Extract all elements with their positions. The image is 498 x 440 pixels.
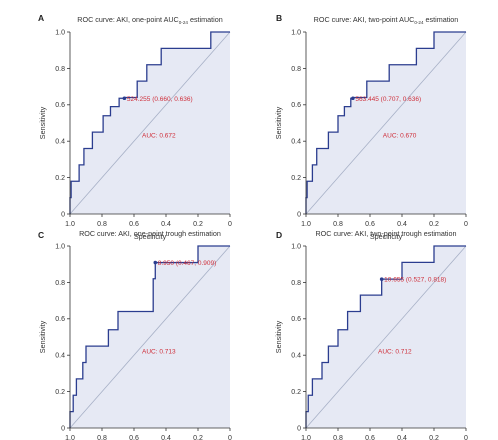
- auc-label: AUC: 0.712: [378, 348, 412, 355]
- y-tick-label: 0.8: [291, 280, 301, 287]
- cutoff-label: 524.255 (0.660, 0.636): [127, 96, 193, 103]
- cutoff-label: 8.950 (0.467, 0.909): [158, 260, 217, 267]
- reference-diagonal: [69, 31, 231, 215]
- x-tick-label: 0.2: [193, 435, 203, 440]
- y-tick-label: 0: [61, 425, 65, 432]
- x-tick-label: 0.6: [129, 435, 139, 440]
- y-tick-label: 0.8: [55, 280, 65, 287]
- x-tick-label: 1.0: [65, 221, 75, 228]
- x-tick-label: 0.2: [193, 221, 203, 228]
- chart-title-main: ROC curve: AKI, two-point AUC: [314, 15, 415, 24]
- y-tick-label: 0: [297, 211, 301, 218]
- y-tick-label: 1.0: [291, 29, 301, 36]
- x-tick-label: 0.4: [397, 221, 407, 228]
- x-axis-label: Specificity: [370, 232, 403, 241]
- y-tick-label: 0.2: [55, 389, 65, 396]
- x-axis-label: Specificity: [134, 232, 167, 241]
- y-tick-label: 0.4: [291, 353, 301, 360]
- y-tick-label: 0.4: [55, 353, 65, 360]
- y-axis-label: Sensitivity: [38, 320, 47, 353]
- cutoff-point: [153, 260, 158, 265]
- x-tick-label: 0: [464, 221, 468, 228]
- y-tick-label: 1.0: [291, 243, 301, 250]
- roc-panel-d: D ROC curve: AKI, two-point trough estima…: [274, 229, 468, 440]
- y-tick-label: 0.4: [55, 139, 65, 146]
- roc-curve: [69, 31, 230, 214]
- panel-letter: D: [276, 230, 282, 240]
- y-tick-label: 0.6: [55, 102, 65, 109]
- chart-title-subscript: 0-24: [414, 20, 424, 25]
- y-tick-label: 0.4: [291, 139, 301, 146]
- y-tick-label: 0: [297, 425, 301, 432]
- x-tick-label: 0: [464, 435, 468, 440]
- y-tick-label: 0.2: [55, 175, 65, 182]
- chart-title-main: ROC curve: AKI, two-point trough estimat…: [315, 229, 456, 238]
- x-tick-label: 0: [228, 221, 232, 228]
- y-axis-label: Sensitivity: [274, 106, 283, 139]
- auc-label: AUC: 0.672: [142, 133, 176, 140]
- reference-diagonal: [69, 245, 231, 429]
- chart-title-main: ROC curve: AKI, one-point trough estimat…: [79, 229, 221, 238]
- y-tick-label: 1.0: [55, 29, 65, 36]
- x-tick-label: 0.6: [129, 221, 139, 228]
- y-tick-label: 0.2: [291, 389, 301, 396]
- auc-label: AUC: 0.713: [142, 348, 176, 355]
- panel-letter: A: [38, 13, 44, 23]
- y-tick-label: 0: [61, 211, 65, 218]
- roc-curve: [305, 245, 466, 428]
- y-axis-label: Sensitivity: [38, 106, 47, 139]
- chart-title-suffix: estimation: [424, 15, 459, 24]
- roc-panel-b: B ROC curve: AKI, two-point AUC0-24 estim…: [274, 13, 468, 241]
- roc-panel-a: A ROC curve: AKI, one-point AUC0-24 estim…: [38, 13, 232, 241]
- roc-curve: [305, 31, 466, 214]
- x-tick-label: 0.2: [429, 435, 439, 440]
- x-tick-label: 0.6: [365, 435, 375, 440]
- roc-curve: [69, 245, 230, 428]
- cutoff-point: [379, 277, 384, 281]
- cutoff-point: [122, 96, 127, 101]
- panel-letter: C: [38, 230, 44, 240]
- x-tick-label: 0.6: [365, 221, 375, 228]
- chart-title: ROC curve: AKI, one-point trough estimat…: [79, 229, 221, 238]
- y-tick-label: 0.2: [291, 175, 301, 182]
- x-tick-label: 1.0: [301, 435, 311, 440]
- y-tick-label: 0.6: [291, 102, 301, 109]
- x-tick-label: 0: [228, 435, 232, 440]
- x-tick-label: 0.4: [161, 221, 171, 228]
- panel-letter: B: [276, 13, 282, 23]
- x-tick-label: 0.8: [97, 435, 107, 440]
- auc-label: AUC: 0.670: [383, 133, 417, 140]
- chart-title-subscript: 0-24: [179, 20, 189, 25]
- chart-title: ROC curve: AKI, two-point AUC0-24 estima…: [314, 15, 459, 25]
- chart-title-main: ROC curve: AKI, one-point AUC: [77, 15, 178, 24]
- y-tick-label: 0.6: [291, 316, 301, 323]
- x-tick-label: 0.4: [161, 435, 171, 440]
- cutoff-label: 563.445 (0.707, 0.636): [355, 96, 421, 103]
- x-tick-label: 0.8: [97, 221, 107, 228]
- x-tick-label: 0.8: [333, 221, 343, 228]
- y-tick-label: 1.0: [55, 243, 65, 250]
- chart-title: ROC curve: AKI, one-point AUC0-24 estima…: [77, 15, 222, 25]
- x-tick-label: 1.0: [301, 221, 311, 228]
- y-tick-label: 0.8: [291, 66, 301, 73]
- x-tick-label: 0.4: [397, 435, 407, 440]
- y-tick-label: 0.6: [55, 316, 65, 323]
- cutoff-label: 10.655 (0.527, 0.818): [384, 277, 446, 284]
- chart-title-suffix: estimation: [188, 15, 223, 24]
- x-tick-label: 0.2: [429, 221, 439, 228]
- y-tick-label: 0.8: [55, 66, 65, 73]
- x-tick-label: 1.0: [65, 435, 75, 440]
- roc-panel-c: C ROC curve: AKI, one-point trough estima…: [38, 229, 232, 440]
- cutoff-point: [351, 96, 355, 101]
- reference-diagonal: [305, 245, 467, 429]
- x-tick-label: 0.8: [333, 435, 343, 440]
- chart-title: ROC curve: AKI, two-point trough estimat…: [315, 229, 456, 238]
- y-axis-label: Sensitivity: [274, 320, 283, 353]
- reference-diagonal: [305, 31, 467, 215]
